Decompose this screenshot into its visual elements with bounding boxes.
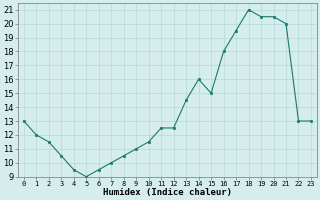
X-axis label: Humidex (Indice chaleur): Humidex (Indice chaleur)	[103, 188, 232, 197]
